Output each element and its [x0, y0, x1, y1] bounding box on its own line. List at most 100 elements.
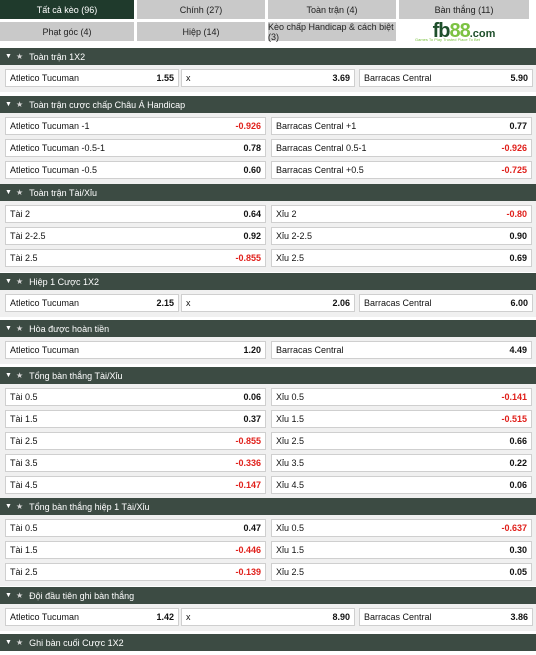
odds-button[interactable]: Atletico Tucuman 1.20: [5, 341, 266, 359]
tab-2[interactable]: Toàn trận (4): [268, 0, 396, 19]
tab-0[interactable]: Tất cả kèo (96): [0, 0, 134, 19]
odds-button[interactable]: Barracas Central +1 0.77: [271, 117, 532, 135]
odds-button[interactable]: Xỉu 2.5 0.66: [271, 432, 532, 450]
section-header[interactable]: ▼ ★ Toàn trận cược chấp Châu Á Handicap: [0, 96, 536, 113]
odds-button[interactable]: Atletico Tucuman -0.5 0.60: [5, 161, 266, 179]
selection-label: x: [186, 73, 191, 83]
odds-value: 0.69: [509, 253, 527, 263]
odds-button[interactable]: Atletico Tucuman -0.5-1 0.78: [5, 139, 266, 157]
collapse-arrow-icon[interactable]: ▼: [5, 592, 12, 599]
section-header[interactable]: ▼ ★ Hiệp 1 Cược 1X2: [0, 273, 536, 290]
odds-value: 0.66: [509, 436, 527, 446]
odds-value: 3.69: [332, 73, 350, 83]
odds-button[interactable]: Tài 3.5 -0.336: [5, 454, 266, 472]
odds-value: 3.86: [510, 612, 528, 622]
star-icon[interactable]: ★: [15, 591, 24, 600]
odds-button[interactable]: Tài 4.5 -0.147: [5, 476, 266, 494]
odds-button[interactable]: Xỉu 0.5 -0.141: [271, 388, 532, 406]
odds-button[interactable]: Xỉu 1.5 0.30: [271, 541, 532, 559]
collapse-arrow-icon[interactable]: ▼: [5, 372, 12, 379]
odds-button[interactable]: Barracas Central +0.5 -0.725: [271, 161, 532, 179]
star-icon[interactable]: ★: [15, 277, 24, 286]
odds-row: Tài 0.5 0.47 Xỉu 0.5 -0.637: [0, 519, 536, 537]
odds-button[interactable]: Xỉu 2.5 0.05: [271, 563, 532, 581]
star-icon[interactable]: ★: [15, 188, 24, 197]
star-icon[interactable]: ★: [15, 324, 24, 333]
collapse-arrow-icon[interactable]: ▼: [5, 325, 12, 332]
section-title: Toàn trận Tài/Xỉu: [29, 187, 97, 198]
selection-label: Atletico Tucuman: [10, 298, 80, 308]
star-icon[interactable]: ★: [15, 371, 24, 380]
odds-button[interactable]: x 2.06: [181, 294, 355, 312]
odds-button[interactable]: Tài 2-2.5 0.92: [5, 227, 266, 245]
collapse-arrow-icon[interactable]: ▼: [5, 101, 12, 108]
odds-button[interactable]: Barracas Central 3.86: [359, 608, 533, 626]
star-icon[interactable]: ★: [15, 52, 24, 61]
odds-value: -0.926: [235, 121, 261, 131]
selection-label: Atletico Tucuman -0.5-1: [10, 143, 106, 153]
odds-value: 6.00: [510, 298, 528, 308]
odds-button[interactable]: Xỉu 2 -0.80: [271, 205, 532, 223]
odds-button[interactable]: Barracas Central 4.49: [271, 341, 532, 359]
tab-3[interactable]: Bàn thắng (11): [399, 0, 529, 19]
selection-label: x: [186, 298, 191, 308]
odds-button[interactable]: Xỉu 2-2.5 0.90: [271, 227, 532, 245]
selection-label: Tài 0.5: [10, 392, 38, 402]
odds-button[interactable]: Atletico Tucuman -1 -0.926: [5, 117, 266, 135]
tab-4[interactable]: Phạt góc (4): [0, 22, 134, 41]
odds-button[interactable]: Atletico Tucuman 2.15: [5, 294, 179, 312]
odds-button[interactable]: Tài 2.5 -0.139: [5, 563, 266, 581]
tab-1[interactable]: Chính (27): [137, 0, 265, 19]
collapse-arrow-icon[interactable]: ▼: [5, 639, 12, 646]
section-header[interactable]: ▼ ★ Toàn trận 1X2: [0, 48, 536, 65]
section-header[interactable]: ▼ ★ Tổng bàn thắng hiệp 1 Tài/Xỉu: [0, 498, 536, 515]
odds-button[interactable]: Xỉu 2.5 0.69: [271, 249, 532, 267]
odds-button[interactable]: Atletico Tucuman 1.42: [5, 608, 179, 626]
odds-button[interactable]: Xỉu 4.5 0.06: [271, 476, 532, 494]
odds-button[interactable]: Tài 1.5 0.37: [5, 410, 266, 428]
odds-button[interactable]: Barracas Central 5.90: [359, 69, 533, 87]
odds-button[interactable]: Barracas Central 6.00: [359, 294, 533, 312]
odds-button[interactable]: x 8.90: [181, 608, 355, 626]
tab-5[interactable]: Hiệp (14): [137, 22, 265, 41]
section-header[interactable]: ▼ ★ Đội đầu tiên ghi bàn thắng: [0, 587, 536, 604]
collapse-arrow-icon[interactable]: ▼: [5, 503, 12, 510]
odds-row: Atletico Tucuman 1.42 x 8.90 Barracas Centra…: [0, 608, 536, 626]
collapse-arrow-icon[interactable]: ▼: [5, 53, 12, 60]
odds-button[interactable]: Xỉu 1.5 -0.515: [271, 410, 532, 428]
odds-row: Tài 1.5 -0.446 Xỉu 1.5 0.30: [0, 541, 536, 559]
odds-button[interactable]: Tài 1.5 -0.446: [5, 541, 266, 559]
tab-6[interactable]: Kèo chấp Handicap & cách biệt (3): [268, 22, 396, 42]
odds-button[interactable]: Barracas Central 0.5-1 -0.926: [271, 139, 532, 157]
odds-row: Atletico Tucuman -0.5-1 0.78 Barracas Cent…: [0, 139, 536, 157]
odds-button[interactable]: x 3.69: [181, 69, 355, 87]
odds-button[interactable]: Xỉu 0.5 -0.637: [271, 519, 532, 537]
odds-button[interactable]: Tài 2 0.64: [5, 205, 266, 223]
selection-label: Barracas Central: [364, 298, 432, 308]
collapse-arrow-icon[interactable]: ▼: [5, 189, 12, 196]
odds-button[interactable]: Tài 0.5 0.06: [5, 388, 266, 406]
selection-label: Barracas Central +1: [276, 121, 357, 131]
odds-button[interactable]: Xỉu 3.5 0.22: [271, 454, 532, 472]
star-icon[interactable]: ★: [15, 638, 24, 647]
odds-button[interactable]: Tài 2.5 -0.855: [5, 249, 266, 267]
star-icon[interactable]: ★: [15, 502, 24, 511]
section-header[interactable]: ▼ ★ Toàn trận Tài/Xỉu: [0, 184, 536, 201]
odds-value: -0.637: [501, 523, 527, 533]
selection-label: x: [186, 612, 191, 622]
selection-label: Tài 1.5: [10, 414, 38, 424]
logo-wordmark: fb88.com: [433, 21, 496, 44]
odds-button[interactable]: Tài 0.5 0.47: [5, 519, 266, 537]
collapse-arrow-icon[interactable]: ▼: [5, 278, 12, 285]
star-icon[interactable]: ★: [15, 100, 24, 109]
section-header[interactable]: ▼ ★ Ghi bàn cuối Cược 1X2: [0, 634, 536, 651]
section-header[interactable]: ▼ ★ Hòa được hoàn tiền: [0, 320, 536, 337]
odds-button[interactable]: Tài 2.5 -0.855: [5, 432, 266, 450]
selection-label: Barracas Central: [364, 73, 432, 83]
section-title: Tổng bàn thắng Tài/Xỉu: [29, 370, 123, 381]
section-header[interactable]: ▼ ★ Tổng bàn thắng Tài/Xỉu: [0, 367, 536, 384]
odds-button[interactable]: Atletico Tucuman 1.55: [5, 69, 179, 87]
selection-label: Barracas Central 0.5-1: [276, 143, 367, 153]
section-title: Đội đầu tiên ghi bàn thắng: [29, 590, 135, 601]
section-title: Hiệp 1 Cược 1X2: [29, 276, 100, 287]
